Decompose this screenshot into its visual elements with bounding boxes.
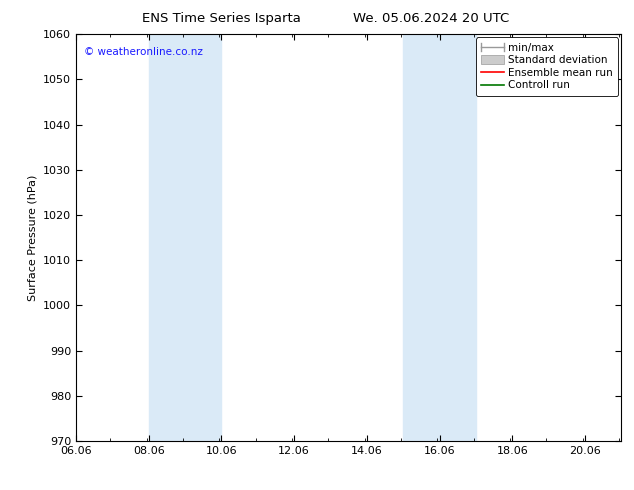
Text: © weatheronline.co.nz: © weatheronline.co.nz: [84, 47, 203, 56]
Text: We. 05.06.2024 20 UTC: We. 05.06.2024 20 UTC: [353, 12, 509, 25]
Y-axis label: Surface Pressure (hPa): Surface Pressure (hPa): [27, 174, 37, 301]
Text: ENS Time Series Isparta: ENS Time Series Isparta: [143, 12, 301, 25]
Bar: [439, 34, 476, 441]
Legend: min/max, Standard deviation, Ensemble mean run, Controll run: min/max, Standard deviation, Ensemble me…: [476, 37, 618, 96]
Bar: [149, 34, 221, 441]
Bar: [403, 34, 439, 441]
